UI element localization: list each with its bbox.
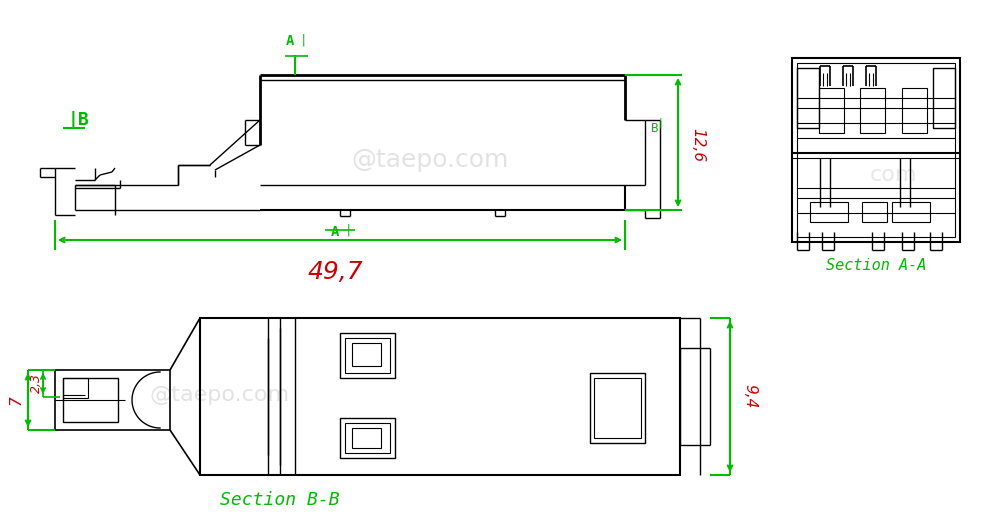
- Text: 7: 7: [9, 395, 24, 405]
- Bar: [933, 68, 955, 128]
- Text: |: |: [345, 223, 353, 237]
- Bar: [352, 428, 381, 448]
- Text: Section B-B: Section B-B: [221, 491, 340, 509]
- Bar: [55, 370, 170, 430]
- Bar: [590, 373, 645, 443]
- Bar: [892, 202, 930, 222]
- Bar: [345, 338, 390, 373]
- Bar: [63, 378, 118, 422]
- Bar: [340, 333, 395, 378]
- Bar: [594, 378, 641, 438]
- Bar: [862, 202, 887, 222]
- Text: 9,4: 9,4: [742, 384, 757, 409]
- Text: 49,7: 49,7: [307, 260, 362, 284]
- Bar: [792, 58, 960, 242]
- Text: A: A: [331, 225, 339, 239]
- Text: |: |: [659, 118, 663, 129]
- Bar: [810, 202, 848, 222]
- Text: 12,6: 12,6: [690, 128, 705, 162]
- Bar: [352, 343, 381, 366]
- Bar: [797, 63, 955, 237]
- Text: 2,3: 2,3: [30, 373, 42, 393]
- Bar: [63, 378, 88, 398]
- Text: B: B: [651, 121, 659, 135]
- Text: A: A: [286, 34, 295, 48]
- Bar: [200, 318, 680, 475]
- Text: com: com: [870, 165, 917, 185]
- Text: @taepo.com: @taepo.com: [352, 148, 508, 172]
- Bar: [860, 88, 885, 133]
- Bar: [340, 418, 395, 458]
- Bar: [680, 348, 700, 445]
- Bar: [345, 423, 390, 453]
- Bar: [819, 88, 844, 133]
- Text: Section A-A: Section A-A: [825, 258, 926, 273]
- Bar: [797, 68, 819, 128]
- Text: @taepo.com: @taepo.com: [150, 385, 290, 405]
- Bar: [902, 88, 927, 133]
- Text: |: |: [300, 33, 307, 46]
- Text: |B: |B: [68, 111, 90, 129]
